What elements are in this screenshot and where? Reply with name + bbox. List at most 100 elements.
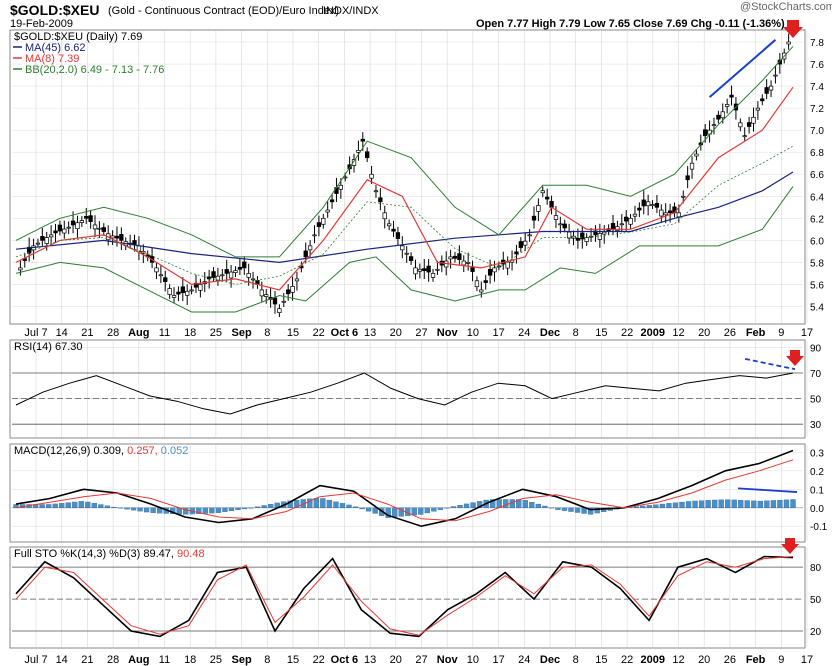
candle-body (114, 235, 120, 239)
candle-body (505, 261, 510, 269)
candle-body (518, 241, 523, 248)
candle-body (92, 224, 98, 230)
candle-body (259, 289, 264, 297)
y-tick-label: -0.1 (810, 522, 828, 533)
candle-body (632, 213, 638, 217)
macd-hist-bar (718, 499, 724, 508)
macd-hist-bar (450, 506, 457, 508)
x-tick-label-bottom: 13 (364, 654, 376, 666)
x-tick-label: 17 (801, 327, 813, 339)
bb-mid-line (15, 145, 794, 285)
x-tick-label: 9 (778, 327, 784, 339)
macd-hist-bar (124, 507, 130, 510)
macd-hist-bar (692, 500, 698, 508)
axis-layer: Jul 7 Jul 7 14 14 21 21 28 28 Aug Aug 11 11 18 18 25 25… (24, 38, 827, 666)
candle-body (386, 223, 392, 227)
candle-body (703, 129, 708, 137)
x-tick-label-bottom: 14 (56, 654, 68, 666)
candle-body (650, 204, 655, 206)
macd-hist-bar (209, 507, 215, 514)
x-tick-label: 21 (81, 327, 93, 339)
x-tick-label: 12 (672, 327, 684, 339)
candle-body (452, 255, 458, 259)
macd-hist-bar (672, 502, 679, 508)
sto-k-line (15, 555, 794, 638)
candle-body (347, 164, 352, 170)
macd-hist-bar (228, 507, 235, 512)
candle-body (558, 223, 563, 226)
symbol-description: (Gold - Continuous Contract (EOD)/Euro I… (108, 5, 339, 17)
x-tick-label: Dec (540, 327, 560, 339)
macd-hist-bar (770, 500, 777, 508)
macd-hist-bar (587, 507, 594, 515)
x-tick-label-bottom: Nov (437, 654, 459, 666)
candle-body (378, 197, 383, 203)
candle-body (250, 278, 256, 281)
x-tick-label: Oct 6 (331, 327, 359, 339)
candle-body (101, 227, 106, 232)
x-tick-label: Jul 7 (24, 327, 47, 339)
candle-body (562, 223, 567, 229)
legend-rsi: RSI(14) 67.30 (14, 341, 82, 353)
candle-body (413, 267, 418, 275)
macd-hist-bar (398, 507, 404, 517)
macd-hist-bar (548, 507, 555, 509)
y-tick-label: 7.8 (810, 38, 824, 49)
macd-hist-bar (248, 507, 254, 509)
macd-hist-bar (91, 503, 98, 508)
macd-hist-bar (489, 499, 496, 508)
x-tick-label: 17 (492, 327, 504, 339)
candle-body (132, 240, 137, 245)
candle-body (84, 215, 89, 219)
macd-hist-bar (685, 501, 692, 508)
macd-hist-bar (235, 507, 241, 511)
price-panel (9, 29, 806, 325)
macd-hist-bar (777, 499, 783, 508)
macd-hist-bar (372, 507, 378, 514)
sto-panel (9, 546, 806, 649)
candle-body (325, 209, 330, 213)
candle-body (602, 231, 607, 235)
macd-hist-bar (294, 499, 300, 508)
x-tick-label: 15 (595, 327, 607, 339)
candle-body (549, 201, 554, 208)
rsi-panel (9, 339, 806, 439)
candle-body (338, 184, 343, 190)
macd-hist-bar (346, 504, 352, 508)
macd-hist-bar (365, 507, 372, 512)
candle-body (48, 234, 54, 238)
rsi-line (15, 372, 794, 415)
candle-body (40, 236, 45, 241)
macd-hist-bar (463, 503, 470, 508)
macd-hist-bar (555, 507, 561, 510)
candle-body (514, 251, 519, 255)
candle-body (391, 228, 396, 232)
candle-body (566, 231, 572, 239)
macd-line (15, 449, 794, 528)
macd-hist-bar (59, 503, 65, 508)
candle-body (742, 135, 747, 138)
macd-hist-bar (516, 499, 522, 508)
x-tick-label: 18 (184, 327, 196, 339)
x-tick-label: 15 (287, 327, 299, 339)
candle-body (597, 233, 602, 240)
candle-body (610, 223, 616, 230)
x-tick-label-bottom: Oct 6 (331, 654, 359, 666)
candle-body (593, 230, 598, 236)
macd-hist-bar (254, 506, 261, 508)
candle-body (281, 300, 286, 303)
y-tick-label: 6.8 (810, 148, 824, 159)
candle-body (294, 278, 300, 282)
x-tick-label: 24 (518, 327, 530, 339)
macd-hist-bar (529, 501, 535, 508)
macd-hist-bar (476, 501, 483, 508)
candle-body (720, 111, 725, 119)
y-tick-label: 0.3 (810, 448, 824, 459)
candle-body (584, 237, 589, 242)
candle-body (228, 271, 234, 279)
y-tick-label: 6.2 (810, 214, 824, 225)
macd-hist-bar (104, 505, 111, 508)
y-tick-label: 90 (810, 343, 822, 354)
legend-sto: Full STO %K(14,3) %D(3) 89.47, 90.48 (14, 548, 205, 560)
y-tick-label: 30 (810, 420, 822, 431)
